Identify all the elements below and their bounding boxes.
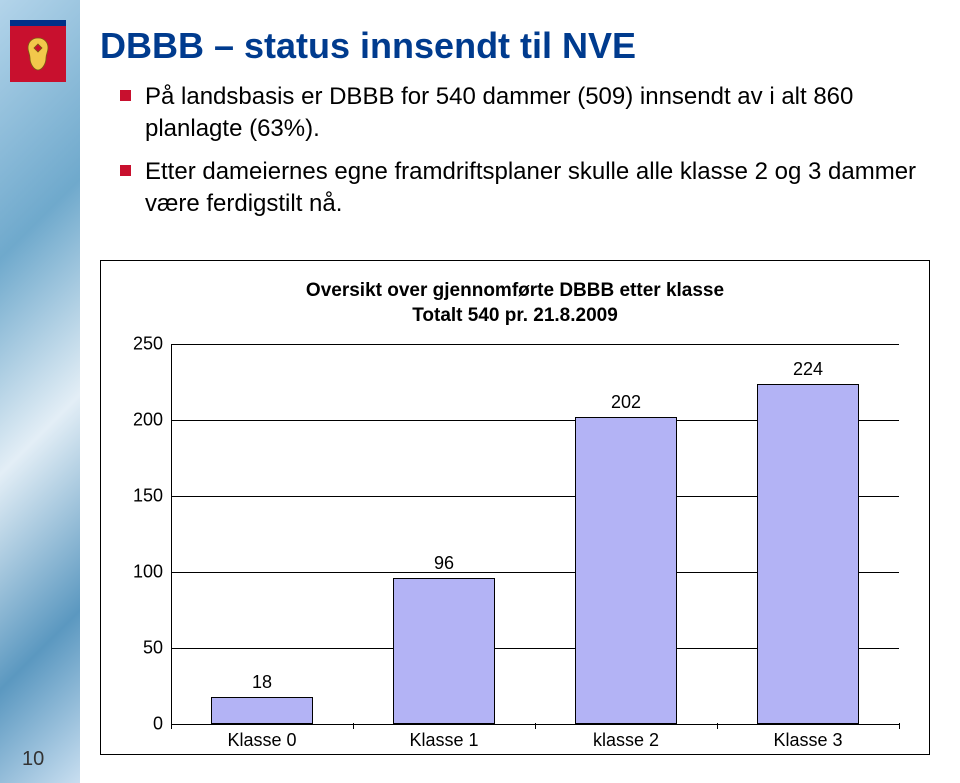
bar-value-label: 202 bbox=[611, 392, 641, 413]
chart-title: Oversikt over gjennomførte DBBB etter kl… bbox=[121, 279, 909, 328]
bar-value-label: 96 bbox=[434, 553, 454, 574]
bullet-square-icon bbox=[120, 165, 131, 176]
x-tick bbox=[535, 723, 536, 729]
x-tick bbox=[717, 723, 718, 729]
bar-value-label: 224 bbox=[793, 359, 823, 380]
x-category-label: Klasse 1 bbox=[409, 730, 478, 751]
bar-rect bbox=[211, 697, 313, 724]
bullet-list: På landsbasis er DBBB for 540 dammer (50… bbox=[120, 81, 930, 221]
y-tick-label: 100 bbox=[121, 562, 163, 583]
sidebar-decorative-strip bbox=[0, 0, 80, 783]
x-tick bbox=[899, 723, 900, 729]
bullet-square-icon bbox=[120, 90, 131, 101]
bar-chart-container: Oversikt over gjennomførte DBBB etter kl… bbox=[100, 260, 930, 755]
x-category-label: klasse 2 bbox=[593, 730, 659, 751]
bar-rect bbox=[575, 417, 677, 724]
y-tick-label: 200 bbox=[121, 410, 163, 431]
bullet-text: Etter dameiernes egne framdriftsplaner s… bbox=[145, 156, 930, 221]
page-number: 10 bbox=[22, 748, 44, 771]
bullet-item: Etter dameiernes egne framdriftsplaner s… bbox=[120, 156, 930, 221]
y-tick-label: 150 bbox=[121, 486, 163, 507]
bar-slot: 18 bbox=[171, 672, 353, 724]
slide-content: DBBB – status innsendt til NVE På landsb… bbox=[100, 25, 930, 231]
grid-line bbox=[171, 344, 899, 345]
nve-logo bbox=[10, 20, 66, 82]
y-tick-label: 50 bbox=[121, 638, 163, 659]
x-tick bbox=[353, 723, 354, 729]
x-category-label: Klasse 3 bbox=[773, 730, 842, 751]
bar-rect bbox=[393, 578, 495, 724]
chart-title-line-1: Oversikt over gjennomførte DBBB etter kl… bbox=[306, 280, 724, 301]
slide-title: DBBB – status innsendt til NVE bbox=[100, 25, 930, 67]
lion-crest-icon bbox=[18, 34, 58, 74]
bar-value-label: 18 bbox=[252, 672, 272, 693]
chart-plot-area: 0501001502002501896202224 bbox=[171, 344, 899, 724]
bar-slot: 202 bbox=[535, 392, 717, 724]
bar-slot: 96 bbox=[353, 553, 535, 724]
y-axis-line bbox=[171, 344, 172, 724]
x-tick bbox=[171, 723, 172, 729]
x-category-label: Klasse 0 bbox=[227, 730, 296, 751]
chart-title-line-2: Totalt 540 pr. 21.8.2009 bbox=[412, 305, 618, 326]
bar-rect bbox=[757, 384, 859, 724]
y-tick-label: 0 bbox=[121, 714, 163, 735]
bar-slot: 224 bbox=[717, 359, 899, 724]
y-tick-label: 250 bbox=[121, 334, 163, 355]
x-axis: Klasse 0 Klasse 1 klasse 2 Klasse 3 bbox=[171, 724, 899, 754]
bullet-text: På landsbasis er DBBB for 540 dammer (50… bbox=[145, 81, 930, 146]
bullet-item: På landsbasis er DBBB for 540 dammer (50… bbox=[120, 81, 930, 146]
